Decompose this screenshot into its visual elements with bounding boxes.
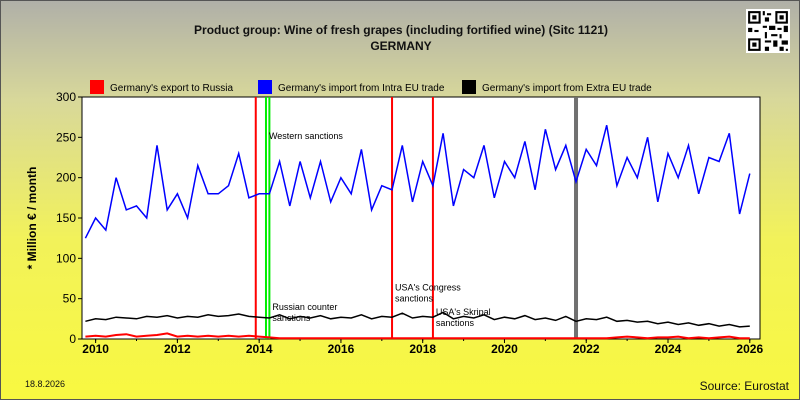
x-tick-label: 2012 (164, 342, 191, 356)
legend-label: Germany's import from Extra EU trade (482, 83, 652, 94)
event-label: USA's Skripal (436, 307, 491, 317)
chart-date: 18.8.2026 (25, 379, 66, 389)
event-label: USA's Congress (395, 283, 461, 293)
x-tick-label: 2024 (655, 342, 682, 356)
event-label: sanctions (436, 318, 475, 328)
x-tick-label: 2020 (491, 342, 518, 356)
x-tick-label: 2014 (246, 342, 273, 356)
x-tick-label: 2010 (82, 342, 109, 356)
event-label: Western sanctions (269, 131, 343, 141)
event-label: Russian counter (272, 302, 337, 312)
y-tick-label: 200 (56, 171, 76, 185)
series-line-1 (84, 125, 751, 239)
event-label: sanctions (395, 294, 434, 304)
legend-swatch (258, 80, 272, 94)
x-tick-label: 2018 (409, 342, 436, 356)
y-tick-label: 100 (56, 251, 76, 265)
y-tick-label: 250 (56, 130, 76, 144)
x-tick-label: 2022 (573, 342, 600, 356)
series-line-2 (85, 311, 750, 328)
y-tick-label: 150 (56, 211, 76, 225)
chart-title: Product group: Wine of fresh grapes (inc… (194, 23, 608, 37)
legend-swatch (462, 80, 476, 94)
chart-subtitle: GERMANY (370, 39, 432, 53)
y-axis-label: * Million € / month (25, 167, 39, 270)
x-tick-label: 2016 (328, 342, 355, 356)
qr-code-icon (746, 9, 790, 53)
event-label: sanctions (272, 313, 311, 323)
legend-label: Germany's import from Intra EU trade (278, 83, 445, 94)
y-tick-label: 50 (63, 292, 77, 306)
legend-label: Germany's export to Russia (110, 83, 234, 94)
chart-source: Source: Eurostat (699, 379, 789, 393)
series-line-0 (85, 332, 750, 340)
y-tick-label: 300 (56, 90, 76, 104)
y-tick-label: 0 (69, 332, 76, 346)
legend-swatch (90, 80, 104, 94)
x-tick-label: 2026 (736, 342, 763, 356)
